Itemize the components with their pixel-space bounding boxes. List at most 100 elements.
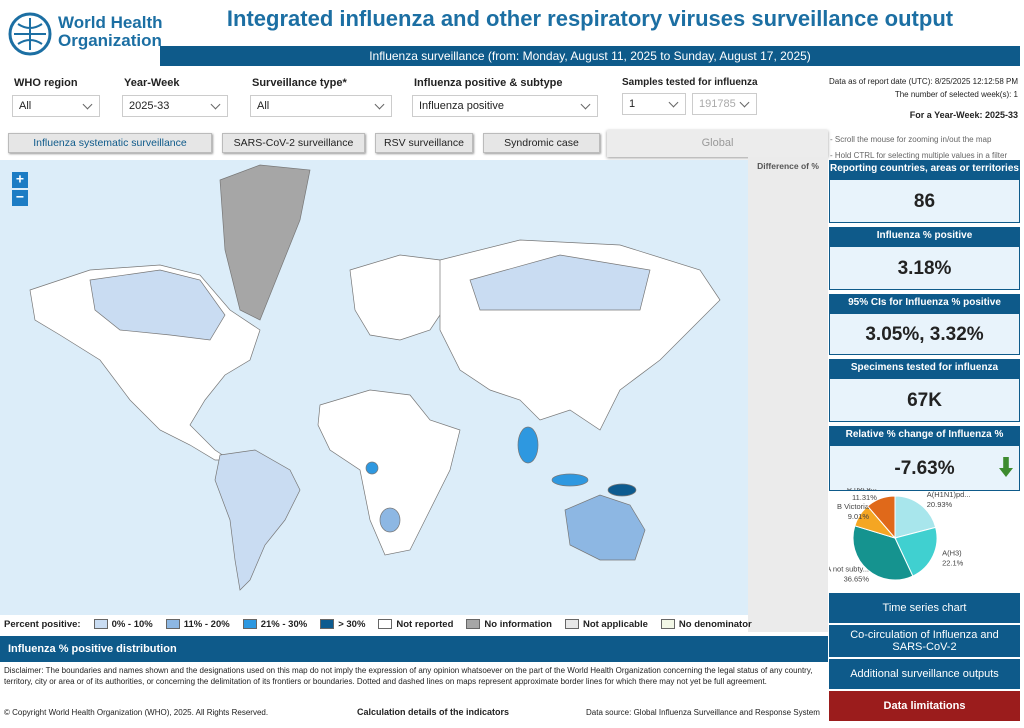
global-button[interactable]: Global (607, 130, 828, 157)
tab[interactable]: Influenza systematic surveillance (8, 133, 212, 153)
calc-link[interactable]: Calculation details of the indicators (357, 707, 510, 717)
legend-title: Percent positive: (4, 618, 81, 630)
side-button[interactable]: Additional surveillance outputs (829, 659, 1020, 689)
side-button[interactable]: Time series chart (829, 593, 1020, 623)
kpi-value: 3.05%, 3.32% (829, 313, 1020, 355)
filter-label: Surveillance type* (252, 77, 347, 89)
pie-value-label: 36.65% (844, 574, 870, 583)
legend-label: 0% - 10% (111, 618, 153, 630)
logo-line: Organization (58, 31, 162, 50)
dropdown[interactable]: Influenza positive (412, 95, 598, 117)
legend-item: Not reported (378, 619, 453, 630)
greenland (219, 164, 311, 321)
zoom-in[interactable]: + (16, 171, 24, 187)
side-buttons: Time series chart Co-circulation of Influ… (829, 593, 1020, 723)
legend-label: No denominator (678, 618, 752, 630)
legend-label: 11% - 20% (183, 618, 230, 630)
pie-slice (894, 495, 937, 539)
pie-value-label: 9.01% (848, 512, 870, 521)
logo-text: World Health Organization (58, 14, 163, 50)
legend-label: Not applicable (582, 618, 648, 630)
tab[interactable]: SARS-CoV-2 surveillance (222, 133, 365, 153)
russia (469, 254, 651, 311)
info-line: Data as of report date (UTC): 8/25/2025 … (829, 77, 1018, 86)
zoom-out[interactable]: − (16, 189, 24, 205)
legend-swatch (378, 619, 393, 629)
countries (29, 164, 721, 591)
subtitle-bar: Influenza surveillance (from: Monday, Au… (160, 46, 1020, 66)
hint: - Scroll the mouse for zooming in/out th… (830, 135, 992, 144)
filter-label: Year-Week (124, 77, 180, 89)
pie-category: B Victoria (837, 502, 870, 511)
kpi-label: Influenza % positive (829, 227, 1020, 246)
kpi-panel: Reporting countries, areas or territorie… (829, 160, 1020, 495)
southeast-asia (517, 426, 539, 464)
legend-item: 21% - 30% (242, 619, 307, 630)
pie-value-label: 20.93% (927, 500, 953, 509)
legend-item: > 30% (320, 619, 365, 630)
samples-max[interactable]: 191785 (692, 93, 757, 115)
map[interactable]: + − (0, 160, 748, 615)
kpi-value: -7.63% (829, 445, 1020, 491)
papua (607, 483, 637, 497)
disclaimer: Disclaimer: The boundaries and names sho… (4, 666, 813, 686)
zoom-out-bg[interactable] (12, 190, 28, 206)
distribution-bar[interactable]: Influenza % positive distribution (0, 636, 828, 662)
pie-slice (852, 525, 914, 581)
hints: - Scroll the mouse for zooming in/out th… (830, 132, 1024, 164)
legend-swatch (320, 619, 335, 629)
legend-label: Not reported (396, 618, 454, 630)
kpi-value: 67K (829, 378, 1020, 422)
info: Data as of report date (UTC): 8/25/2025 … (829, 75, 1018, 122)
legend-item: No denominator (660, 618, 752, 630)
dropdown[interactable]: 2025-33 (122, 95, 228, 117)
kpi-card: Relative % change of Influenza % positiv… (829, 426, 1020, 491)
legend-label: > 30% (338, 618, 366, 630)
dropdown[interactable]: All (250, 95, 392, 117)
kpi-value: 3.18% (829, 246, 1020, 290)
info-line: The number of selected week(s): 1 (894, 90, 1018, 99)
side-button[interactable]: Data limitations (829, 691, 1020, 721)
samples-min[interactable]: 1 (622, 93, 686, 115)
difference-panel: Difference of % (748, 157, 828, 632)
legend-swatch (660, 619, 675, 629)
dropdown[interactable]: All (12, 95, 100, 117)
legend-item: 0% - 10% (93, 618, 153, 630)
zoom-in-bg[interactable] (12, 172, 28, 188)
australia (564, 494, 646, 561)
kpi-card: Reporting countries, areas or territorie… (829, 160, 1020, 223)
southern-africa (379, 507, 401, 533)
legend-item: No information (466, 619, 552, 630)
pie-value-label: 11.31% (852, 493, 877, 502)
kpi-card: 95% CIs for Influenza % positive 3.05%, 3… (829, 294, 1020, 355)
canada (89, 269, 226, 341)
legend-item: Not applicable (564, 618, 648, 630)
legend-swatch (564, 619, 579, 629)
info-line: For a Year-Week: 2025-33 (909, 110, 1018, 120)
legend-swatch (466, 619, 481, 629)
page-title: Integrated influenza and other respirato… (226, 6, 954, 31)
europe (349, 254, 451, 341)
africa (317, 389, 461, 556)
legend-swatch (165, 619, 180, 629)
side-button[interactable]: Co-circulation of Influenza and SARS-CoV… (829, 625, 1020, 657)
pie-chart: A(H1N1)pd...20.93% A(H3)22.1% A not subty.… (829, 488, 971, 583)
trend-arrow (999, 457, 1013, 477)
legend-item: 11% - 20% (165, 618, 230, 630)
pie-slice (894, 526, 938, 577)
pie-category: A not subty... (829, 564, 869, 573)
west-africa (365, 461, 379, 475)
samples-label: Samples tested for influenza (622, 77, 758, 88)
pie-category: A(H3) (942, 548, 962, 557)
kpi-card: Influenza % positive 3.18% (829, 227, 1020, 290)
kpi-value: 86 (829, 179, 1020, 223)
logo-line: World Health (58, 13, 163, 32)
pie-slice (866, 495, 896, 540)
legend-swatch (242, 619, 257, 629)
tab[interactable]: Syndromic case (483, 133, 600, 153)
pie-category: B not d... (847, 488, 877, 492)
tab[interactable]: RSV surveillance (375, 133, 473, 153)
kpi-label: Specimens tested for influenza (829, 359, 1020, 378)
zoom: + − (12, 171, 28, 206)
